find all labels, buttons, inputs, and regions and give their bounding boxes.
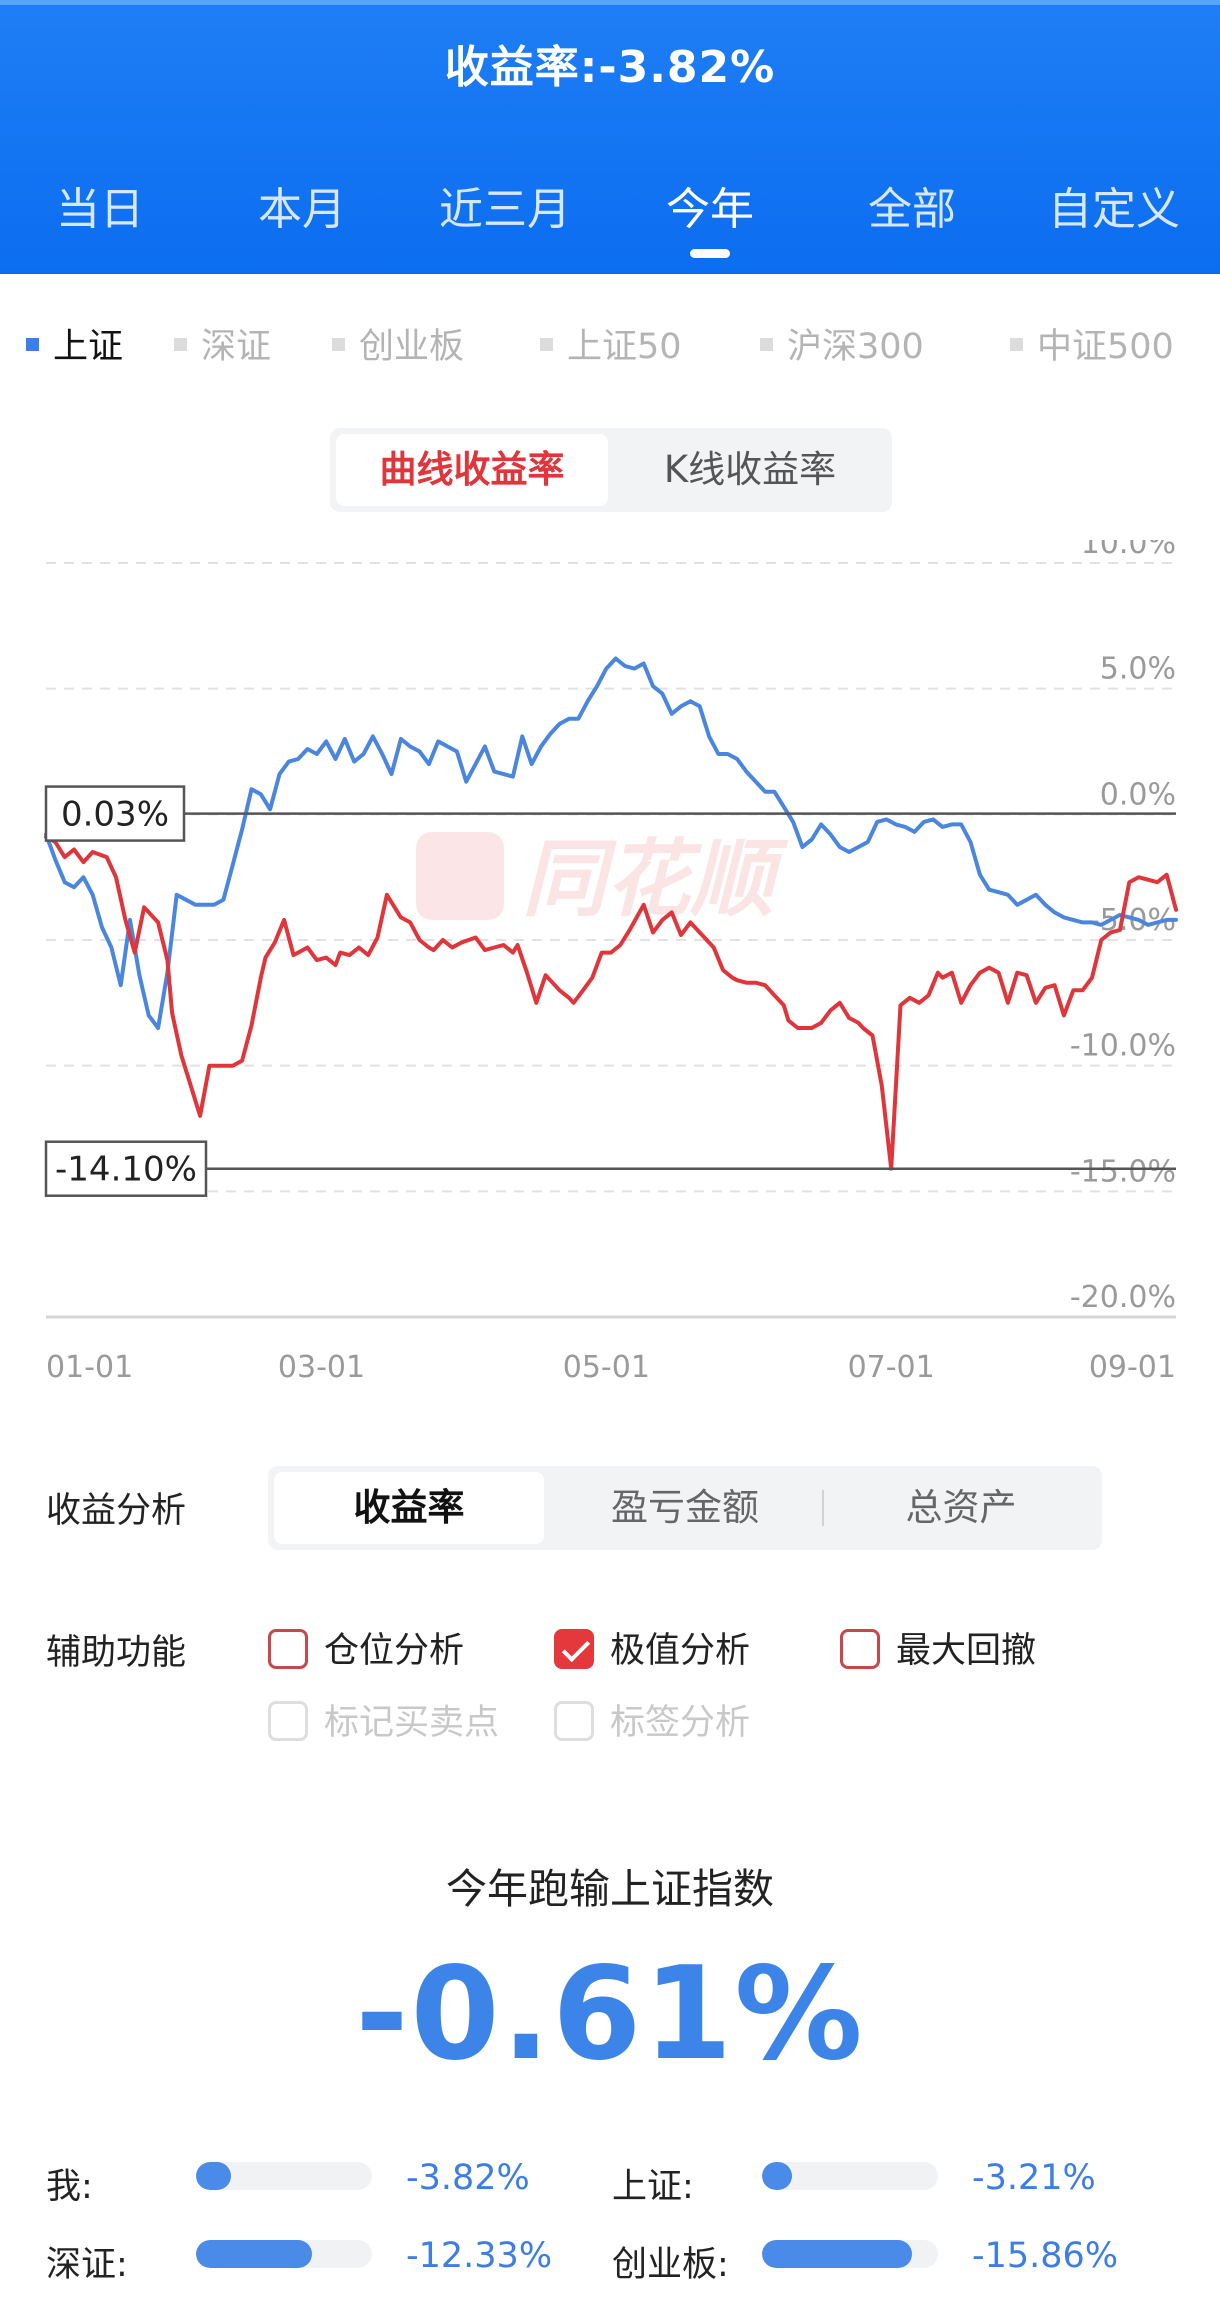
checkbox-label: 极值分析 xyxy=(610,1631,751,1671)
legend-item-chinext[interactable]: 创业板 xyxy=(332,318,464,369)
x-tick-label: 05-01 xyxy=(563,1350,650,1385)
comparison-bar-fill xyxy=(762,2240,912,2268)
tab-this-month[interactable]: 本月 xyxy=(258,184,346,235)
x-tick-label: 07-01 xyxy=(848,1350,935,1385)
comparison-value: -12.33% xyxy=(406,2236,553,2276)
return-chart: 同花顺 10.0%5.0%0.0%-5.0%-10.0%-15.0%-20.0%… xyxy=(44,540,1178,1385)
x-tick-label: 09-01 xyxy=(1089,1350,1176,1385)
square-icon xyxy=(540,337,553,351)
chart-type-toggle: 曲线收益率 K线收益率 xyxy=(330,428,892,512)
comparison-label: 上证: xyxy=(612,2167,694,2207)
comparison-bar-fill xyxy=(196,2162,232,2190)
y-tick-label: -20.0% xyxy=(1070,1280,1176,1315)
active-tab-indicator xyxy=(690,249,730,258)
legend-item-csi500[interactable]: 中证500 xyxy=(1010,318,1174,369)
aux-label: 辅助功能 xyxy=(46,1633,187,1673)
page-title: 收益率:-3.82% xyxy=(444,42,776,93)
watermark-logo-icon xyxy=(416,832,504,920)
max-value-label: 0.03% xyxy=(61,795,169,835)
curve-return-button[interactable]: 曲线收益率 xyxy=(336,434,608,506)
comparison-bar xyxy=(196,2240,372,2268)
comparison-bar xyxy=(762,2240,938,2268)
min-value-label: -14.10% xyxy=(55,1150,197,1190)
x-tick-label: 01-01 xyxy=(46,1350,133,1385)
watermark-text: 同花顺 xyxy=(522,830,789,928)
tag-analysis-checkbox[interactable]: 标签分析 xyxy=(554,1694,750,1745)
y-axis-ticks: 10.0%5.0%0.0%-5.0%-10.0%-15.0%-20.0% xyxy=(1070,540,1176,1315)
position-analysis-checkbox[interactable]: 仓位分析 xyxy=(268,1622,464,1673)
checkbox-label: 标签分析 xyxy=(610,1703,751,1743)
mark-trades-checkbox[interactable]: 标记买卖点 xyxy=(268,1694,499,1745)
kline-return-button[interactable]: K线收益率 xyxy=(663,448,837,491)
checkmark-icon xyxy=(554,1629,594,1669)
profit-loss-button[interactable]: 盈亏金额 xyxy=(611,1486,759,1529)
square-icon xyxy=(1010,337,1023,351)
series-line-shanghai-index xyxy=(44,656,1178,1030)
total-assets-button[interactable]: 总资产 xyxy=(905,1486,1017,1529)
summary-value: -0.61% xyxy=(355,1940,865,2089)
index-legend: 上证 深证 创业板 上证50 沪深300 中证500 xyxy=(0,318,1220,368)
legend-label: 中证500 xyxy=(1037,327,1174,367)
checkbox-icon xyxy=(554,1701,594,1741)
chart-series xyxy=(44,656,1178,1171)
checkbox-icon xyxy=(268,1629,308,1669)
checkbox-icon xyxy=(268,1701,308,1741)
max-value-box xyxy=(44,785,186,842)
comparison-value: -3.82% xyxy=(406,2158,530,2198)
tab-all[interactable]: 全部 xyxy=(868,184,956,235)
chart-grid xyxy=(46,562,1176,1319)
y-tick-label: -15.0% xyxy=(1070,1154,1176,1189)
analysis-toggle: 收益率 盈亏金额 总资产 xyxy=(268,1466,1102,1550)
square-icon xyxy=(332,337,345,351)
comparison-label: 深证: xyxy=(46,2245,128,2285)
comparison-value: -15.86% xyxy=(972,2236,1119,2276)
y-tick-label: 0.0% xyxy=(1100,777,1176,812)
comparison-value: -3.21% xyxy=(972,2158,1096,2198)
tab-three-months[interactable]: 近三月 xyxy=(439,184,571,235)
max-drawdown-checkbox[interactable]: 最大回撤 xyxy=(840,1622,1036,1673)
legend-item-shenzhen[interactable]: 深证 xyxy=(174,318,271,369)
square-icon xyxy=(174,337,187,351)
checkbox-icon xyxy=(840,1629,880,1669)
summary-title: 今年跑输上证指数 xyxy=(446,1865,774,1913)
period-tabs: 当日 本月 近三月 今年 全部 自定义 xyxy=(0,173,1220,253)
analysis-label: 收益分析 xyxy=(46,1491,187,1531)
min-value-box xyxy=(44,1140,208,1197)
legend-label: 上证 xyxy=(53,327,124,367)
legend-label: 深证 xyxy=(201,327,272,367)
divider xyxy=(822,1490,824,1526)
y-tick-label: 5.0% xyxy=(1100,652,1176,687)
legend-label: 上证50 xyxy=(567,327,682,367)
checkbox-label: 最大回撤 xyxy=(896,1631,1037,1671)
extreme-annotations: 0.03% -14.10% xyxy=(44,785,1176,1197)
square-icon xyxy=(760,337,773,351)
series-line-portfolio xyxy=(44,835,1178,1171)
comparison-bar xyxy=(196,2162,372,2190)
square-icon xyxy=(26,337,39,351)
x-axis-ticks: 01-01 03-01 05-01 07-01 09-01 xyxy=(46,1350,1176,1385)
comparison-bar-fill xyxy=(196,2240,313,2268)
comparison-bar xyxy=(762,2162,938,2190)
x-tick-label: 03-01 xyxy=(278,1350,365,1385)
watermark: 同花顺 xyxy=(416,830,789,928)
tab-this-year[interactable]: 今年 xyxy=(666,184,754,235)
comparison-bar-fill xyxy=(762,2162,792,2190)
checkbox-label: 仓位分析 xyxy=(324,1631,465,1671)
comparison-label: 创业板: xyxy=(612,2245,729,2285)
comparison-label: 我: xyxy=(46,2167,93,2207)
extreme-analysis-checkbox[interactable]: 极值分析 xyxy=(554,1622,750,1673)
tab-custom[interactable]: 自定义 xyxy=(1048,184,1180,235)
checkbox-label: 标记买卖点 xyxy=(324,1703,500,1743)
legend-label: 沪深300 xyxy=(787,327,924,367)
y-tick-label: -10.0% xyxy=(1070,1029,1176,1064)
tab-today[interactable]: 当日 xyxy=(56,184,144,235)
legend-item-csi300[interactable]: 沪深300 xyxy=(760,318,924,369)
legend-label: 创业板 xyxy=(359,327,465,367)
return-rate-button[interactable]: 收益率 xyxy=(274,1472,544,1544)
legend-item-sse50[interactable]: 上证50 xyxy=(540,318,682,369)
legend-item-shanghai[interactable]: 上证 xyxy=(26,318,123,369)
y-tick-label: 10.0% xyxy=(1081,540,1176,561)
header-bar: 收益率:-3.82% 当日 本月 近三月 今年 全部 自定义 xyxy=(0,0,1220,274)
